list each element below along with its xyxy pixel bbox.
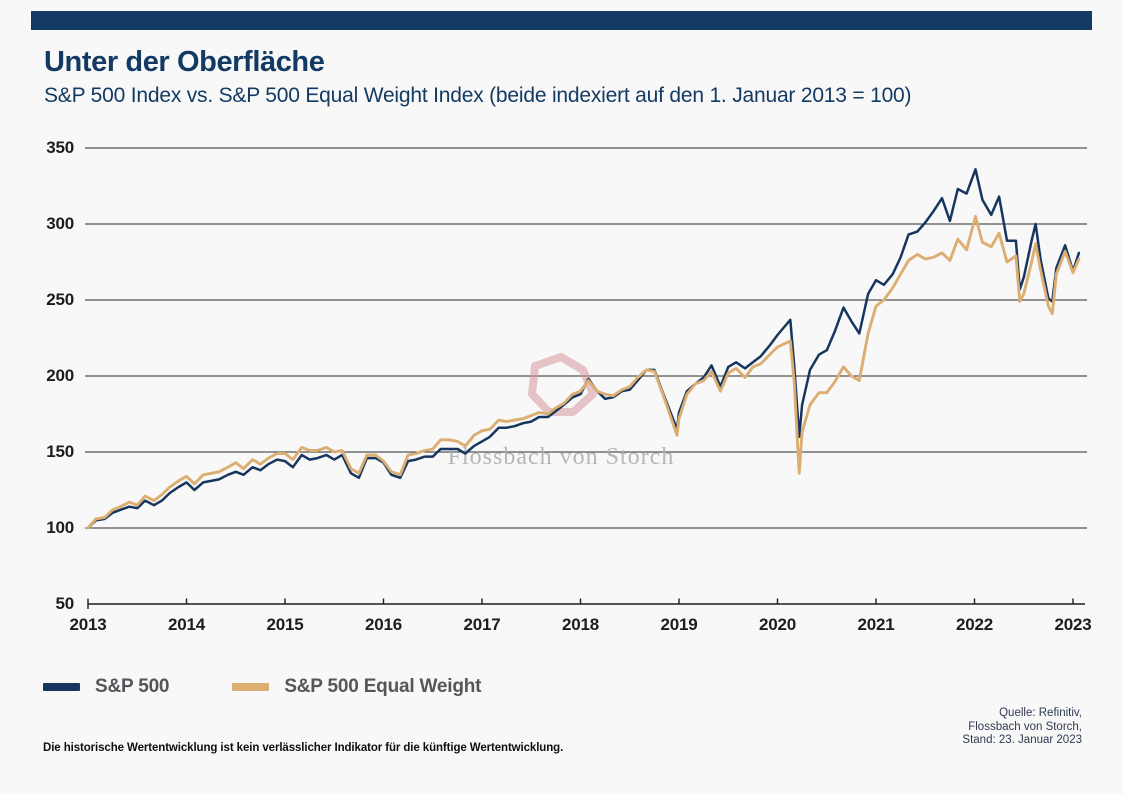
watermark-ring-icon <box>528 353 597 416</box>
y-tick-label: 300 <box>46 214 74 233</box>
y-tick-label: 100 <box>46 518 74 537</box>
x-tick-label: 2023 <box>1054 615 1092 634</box>
legend-swatch-sp500 <box>43 683 80 691</box>
x-tick-label: 2014 <box>167 615 206 634</box>
source-line-1: Quelle: Refinitiv, <box>999 707 1082 719</box>
y-tick-label: 350 <box>46 138 74 157</box>
x-tick-label: 2021 <box>857 615 895 634</box>
brand-bar <box>31 11 1092 30</box>
y-tick-label: 250 <box>46 290 74 309</box>
legend-item-equal-weight: S&P 500 Equal Weight <box>232 676 481 698</box>
legend-swatch-equal-weight <box>232 683 270 691</box>
x-tick-label: 2018 <box>561 615 600 634</box>
x-tick-label: 2017 <box>463 615 501 634</box>
source-line-2: Flossbach von Storch, <box>968 720 1082 733</box>
legend-label-sp500: S&P 500 <box>95 676 170 697</box>
x-tick-label: 2016 <box>364 615 403 634</box>
legend-item-sp500: S&P 500 <box>43 676 170 698</box>
y-tick-label: 50 <box>55 594 74 613</box>
chart-legend: S&P 500 S&P 500 Equal Weight <box>43 672 481 702</box>
source-note: Quelle: Refinitiv, Flossbach von Storch,… <box>962 707 1082 748</box>
source-line-3: Stand: 23. Januar 2023 <box>962 734 1082 746</box>
y-tick-label: 200 <box>46 366 74 385</box>
chart-subtitle: S&P 500 Index vs. S&P 500 Equal Weight I… <box>44 84 912 107</box>
disclaimer-text: Die historische Wertentwicklung ist kein… <box>43 742 564 754</box>
x-tick-label: 2013 <box>69 615 107 634</box>
series-line-equal-weight <box>86 214 1081 530</box>
legend-label-equal-weight: S&P 500 Equal Weight <box>284 676 482 697</box>
y-tick-label: 150 <box>46 442 74 461</box>
x-tick-label: 2015 <box>266 615 304 634</box>
watermark-text: Flossbach von Storch <box>448 444 675 470</box>
x-tick-label: 2020 <box>758 615 797 634</box>
series-line-sp500 <box>86 168 1081 530</box>
x-tick-label: 2022 <box>955 615 994 634</box>
chart-title: Unter der Oberfläche <box>44 46 325 78</box>
x-tick-label: 2019 <box>660 615 698 634</box>
